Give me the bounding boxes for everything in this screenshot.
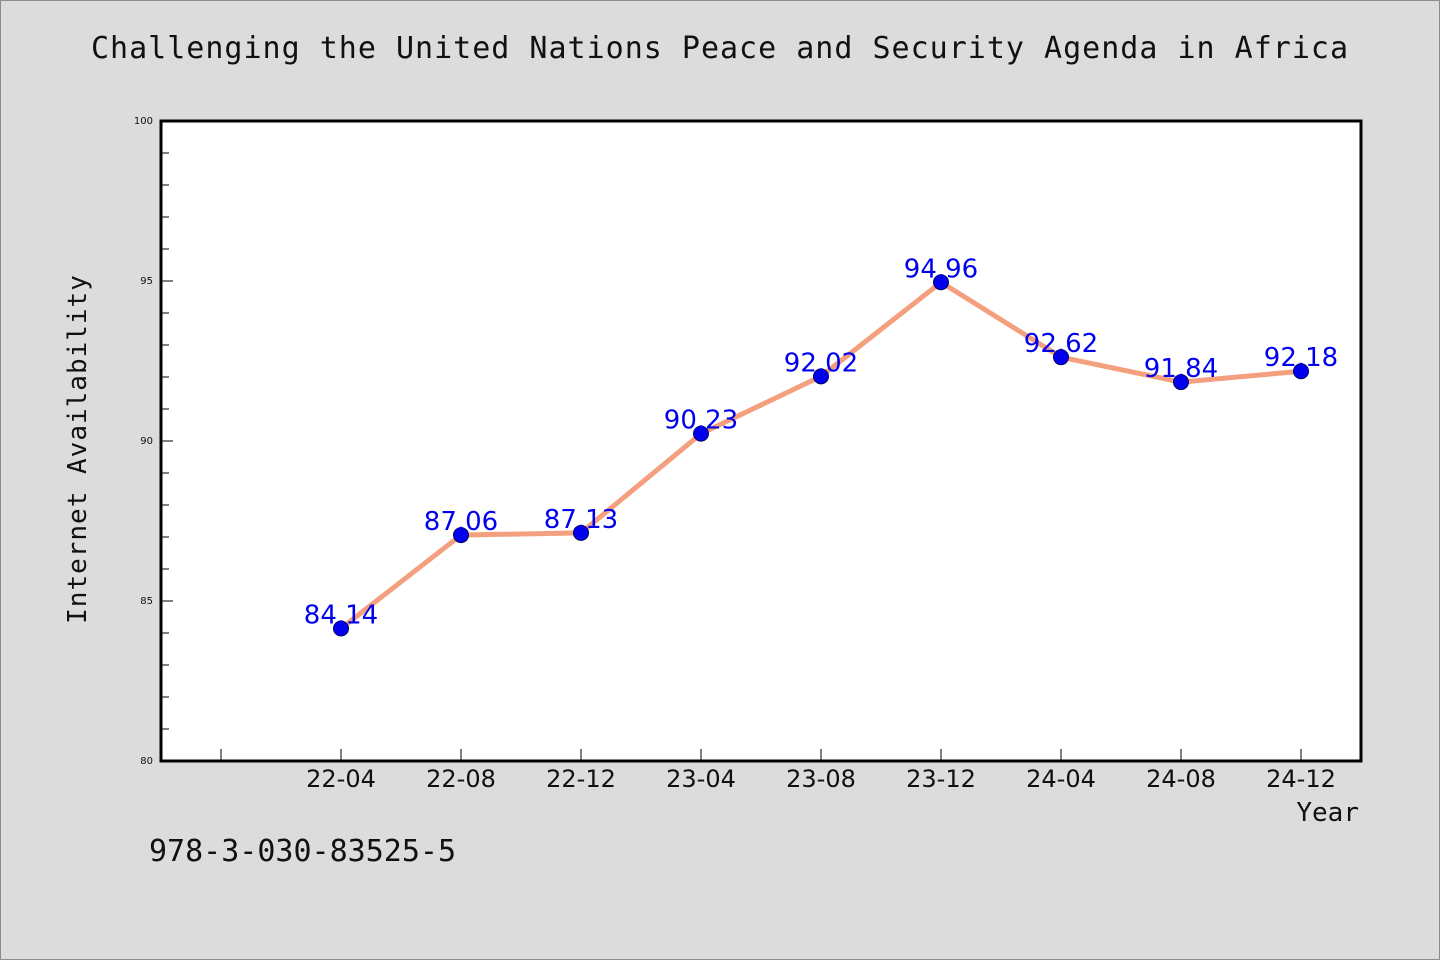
x-axis-title: Year [1296,798,1359,828]
isbn-text: 978-3-030-83525-5 [149,834,457,869]
x-tick-label: 24-12 [1266,765,1336,793]
data-labels-group: 84.14 87.06 87.13 90.23 92.02 94.96 92.62 91.84… [304,254,1338,630]
data-point [333,620,349,637]
data-label: 92.62 [1024,329,1098,359]
x-tick-label: 23-12 [906,765,976,793]
x-tick-label: 22-12 [546,765,616,793]
x-tick-label: 22-04 [306,765,376,793]
x-tick-label: 24-08 [1146,765,1216,793]
data-point [813,368,829,385]
data-label: 92.02 [784,348,858,378]
y-axis: 80 85 90 95 100 [134,116,173,767]
data-point [1173,374,1189,391]
x-tick-label: 24-04 [1026,765,1096,793]
plot-area [159,119,1363,763]
data-point [1293,363,1309,380]
x-tick-label: 23-08 [786,765,856,793]
data-label: 90.23 [664,406,738,436]
data-point [1053,349,1069,366]
data-point [573,524,589,541]
data-label: 91.84 [1144,354,1218,384]
x-tick-label: 22-08 [426,765,496,793]
y-tick-label: 100 [134,116,153,127]
y-tick-label: 85 [140,596,153,607]
y-tick-label: 95 [140,276,153,287]
data-point [933,274,949,291]
y-tick-label: 80 [140,756,153,767]
chart-title: Challenging the United Nations Peace and… [90,31,1350,66]
data-label: 84.14 [304,601,378,631]
x-axis: 22-04 22-08 22-12 23-04 23-08 23-12 24-04 24-08… [220,749,1336,793]
data-point [693,425,709,442]
data-point [453,527,469,544]
data-label: 87.06 [424,507,498,537]
y-axis-title: Internet Availability [63,274,93,624]
data-label: 92.18 [1264,343,1338,373]
x-tick-label: 23-04 [666,765,736,793]
y-tick-label: 90 [140,436,153,447]
data-label: 87.13 [544,505,618,535]
data-label: 94.96 [904,254,978,284]
markers-group [333,274,1309,637]
